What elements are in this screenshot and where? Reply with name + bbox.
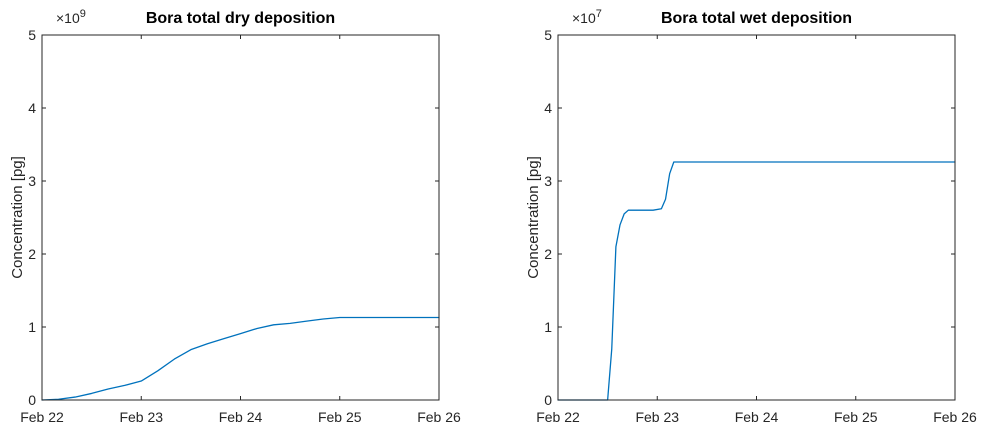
series-line xyxy=(557,161,956,401)
y-tick-label: 1 xyxy=(28,319,36,335)
y-axis-label: Concentration [pg] xyxy=(9,156,26,279)
y-tick-label: 4 xyxy=(544,100,552,116)
y-tick-label: 0 xyxy=(544,392,552,408)
chart-panel-2: Feb 22 Feb 23 Feb 24 Feb 25 Feb 26 0 1 2 3 4 5 ×107… xyxy=(525,8,977,425)
y-tick-label: 2 xyxy=(544,246,552,262)
chart-title: Bora total wet deposition xyxy=(661,10,852,27)
axes-box xyxy=(41,34,440,401)
y-tick-label: 0 xyxy=(28,392,36,408)
y-tick-label: 3 xyxy=(28,173,36,189)
chart-title: Bora total dry deposition xyxy=(146,10,335,27)
x-tick-label: Feb 22 xyxy=(20,409,64,425)
x-tick-label: Feb 24 xyxy=(219,409,263,425)
y-tick-label: 4 xyxy=(28,100,36,116)
y-axis-label: Concentration [pg] xyxy=(525,156,542,279)
y-exponent-label: ×107 xyxy=(572,8,602,26)
y-tick-label: 1 xyxy=(544,319,552,335)
chart-panel-1: Feb 22 Feb 23 Feb 24 Feb 25 Feb 26 0 1 2 3 4 5 ×109… xyxy=(9,8,461,425)
y-tick-label: 3 xyxy=(544,173,552,189)
series-line xyxy=(41,316,440,401)
x-tick-label: Feb 24 xyxy=(735,409,779,425)
x-tick-label: Feb 22 xyxy=(536,409,580,425)
y-tick-label: 2 xyxy=(28,246,36,262)
y-tick-label: 5 xyxy=(28,27,36,43)
x-tick-label: Feb 23 xyxy=(119,409,163,425)
x-tick-label: Feb 25 xyxy=(318,409,362,425)
axes-box xyxy=(557,34,956,401)
x-tick-label: Feb 26 xyxy=(933,409,977,425)
x-tick-label: Feb 26 xyxy=(417,409,461,425)
y-exponent-label: ×109 xyxy=(56,8,86,26)
x-tick-label: Feb 23 xyxy=(635,409,679,425)
y-tick-label: 5 xyxy=(544,27,552,43)
x-tick-label: Feb 25 xyxy=(834,409,878,425)
